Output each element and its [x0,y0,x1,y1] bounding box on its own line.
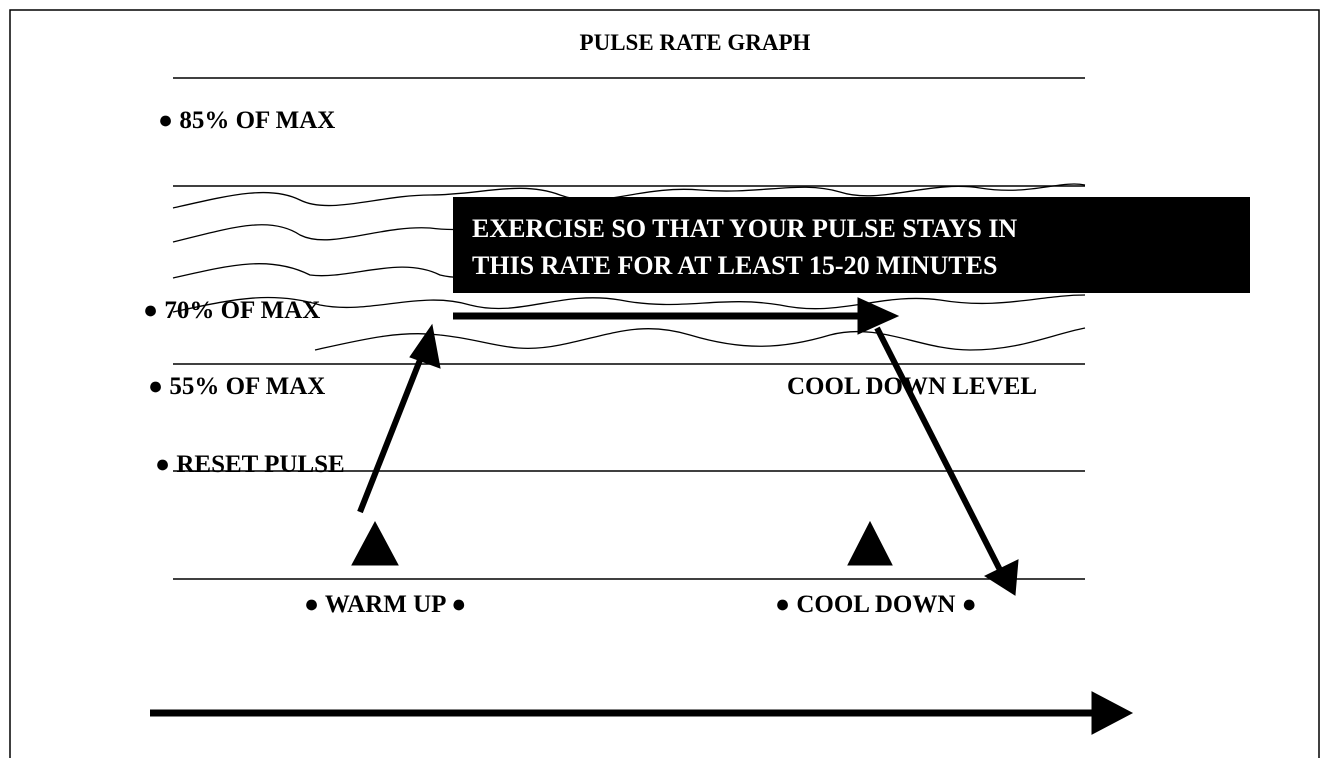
arrows [150,297,1134,735]
level-label: ● 85% OF MAX [158,107,335,134]
phase-label: ● WARM UP ● [304,591,466,618]
phase-label: ● COOL DOWN ● [775,591,977,618]
frame [9,9,1320,758]
level-lines [173,77,1085,580]
title: PULSE RATE GRAPH [580,30,811,55]
callout-line: THIS RATE FOR AT LEAST 15-20 MINUTES [472,251,997,280]
level-label: ● RESET PULSE [155,451,345,478]
level-label: ● 55% OF MAX [148,373,325,400]
callout-line: EXERCISE SO THAT YOUR PULSE STAYS IN [472,214,1017,243]
callout-box [453,197,1250,293]
level-label: ● 70% OF MAX [143,297,320,324]
